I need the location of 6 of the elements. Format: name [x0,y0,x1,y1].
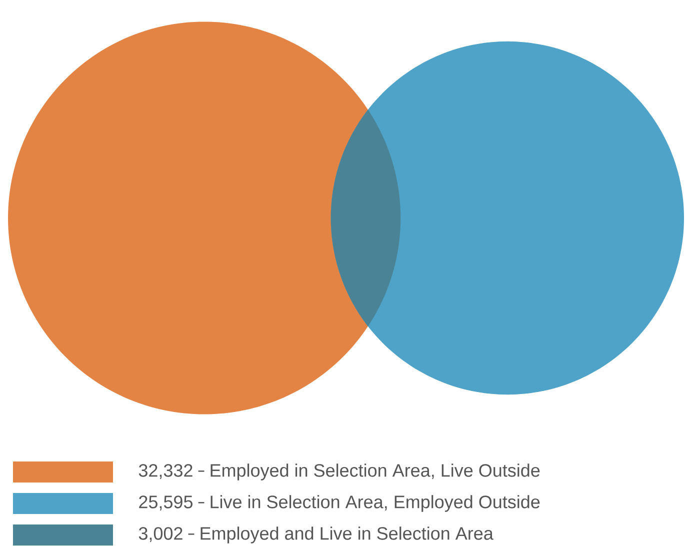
category-label: Employed and Live in Selection Area [200,526,494,544]
data-label: 25,595 [139,496,192,510]
data-label: 32,332 [138,464,192,479]
category-label: Live in Selection Area, Employed Outside [210,495,540,512]
category-label: Employed in Selection Area, Live Outside [210,464,540,480]
data-label: 3,002 [138,527,182,542]
